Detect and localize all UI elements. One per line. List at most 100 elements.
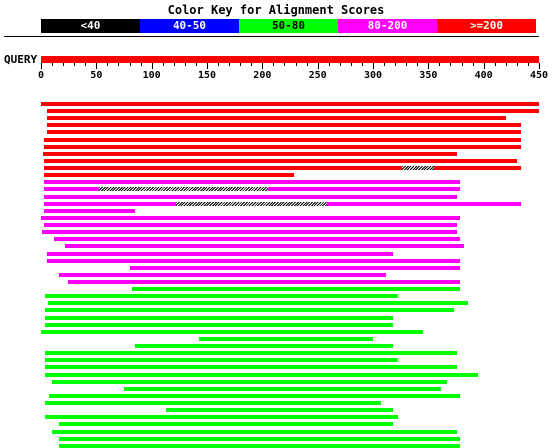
- hit-bar[interactable]: [44, 223, 458, 227]
- minor-tick: [296, 63, 297, 66]
- minor-tick: [462, 63, 463, 66]
- hit-bar[interactable]: [54, 237, 461, 241]
- query-label: QUERY: [4, 53, 38, 66]
- hit-bar[interactable]: [45, 358, 399, 362]
- hit-bar[interactable]: [129, 266, 461, 270]
- hit-bar[interactable]: [199, 337, 373, 341]
- hit-gap: [401, 166, 434, 170]
- minor-tick: [473, 63, 474, 66]
- hit-bar[interactable]: [135, 344, 393, 348]
- tick-label: 400: [474, 70, 493, 81]
- key-cell-4: >=200: [437, 19, 536, 33]
- hit-gap: [98, 187, 268, 191]
- minor-tick: [495, 63, 496, 66]
- hit-bar[interactable]: [46, 109, 539, 113]
- tick-label: 50: [90, 70, 103, 81]
- hit-bar[interactable]: [45, 401, 381, 405]
- minor-tick: [163, 63, 164, 66]
- minor-tick: [351, 63, 352, 66]
- minor-tick: [229, 63, 230, 66]
- hit-bar[interactable]: [41, 330, 423, 334]
- color-key-title: Color Key for Alignment Scores: [167, 3, 385, 17]
- minor-tick: [384, 63, 385, 66]
- major-tick: [373, 63, 374, 69]
- hit-bar[interactable]: [45, 365, 458, 369]
- tick-label: 250: [308, 70, 327, 81]
- hit-bar[interactable]: [43, 152, 458, 156]
- hit-bar[interactable]: [45, 351, 458, 355]
- tick-label: 350: [419, 70, 438, 81]
- major-tick: [428, 63, 429, 69]
- hit-bar[interactable]: [44, 173, 295, 177]
- hit-bar[interactable]: [41, 102, 539, 106]
- hit-bar[interactable]: [45, 308, 454, 312]
- hit-bar[interactable]: [45, 415, 399, 419]
- hit-bar[interactable]: [52, 380, 448, 384]
- minor-tick: [185, 63, 186, 66]
- hit-bar[interactable]: [58, 422, 393, 426]
- hit-bar[interactable]: [48, 394, 461, 398]
- minor-tick: [85, 63, 86, 66]
- tick-label: 450: [529, 70, 549, 81]
- minor-tick: [417, 63, 418, 66]
- minor-tick: [450, 63, 451, 66]
- hit-bar[interactable]: [46, 252, 393, 256]
- tick-label: 300: [363, 70, 383, 81]
- hit-bar[interactable]: [67, 280, 461, 284]
- key-cell-3: 80-200: [338, 19, 437, 33]
- minor-tick: [406, 63, 407, 66]
- major-tick: [152, 63, 153, 69]
- minor-tick: [74, 63, 75, 66]
- minor-tick: [240, 63, 241, 66]
- minor-tick: [362, 63, 363, 66]
- major-tick: [96, 63, 97, 69]
- hit-bar[interactable]: [46, 116, 506, 120]
- hit-bar[interactable]: [46, 259, 461, 263]
- minor-tick: [174, 63, 175, 66]
- hit-bar[interactable]: [46, 123, 522, 127]
- minor-tick: [63, 63, 64, 66]
- hit-bar[interactable]: [46, 130, 522, 134]
- hit-bar[interactable]: [44, 180, 461, 184]
- hit-bar[interactable]: [45, 323, 393, 327]
- hit-bar[interactable]: [44, 209, 136, 213]
- key-cell-0: <40: [41, 19, 140, 33]
- hit-bar[interactable]: [44, 195, 458, 199]
- hit-bar[interactable]: [166, 408, 393, 412]
- major-tick: [539, 63, 540, 69]
- hit-bar[interactable]: [65, 244, 464, 248]
- hit-bar[interactable]: [58, 273, 387, 277]
- hit-bar[interactable]: [42, 230, 458, 234]
- hit-bar[interactable]: [44, 138, 522, 142]
- minor-tick: [107, 63, 108, 66]
- hit-bar[interactable]: [41, 216, 461, 220]
- minor-tick: [141, 63, 142, 66]
- hit-bar[interactable]: [131, 287, 461, 291]
- hit-bar[interactable]: [58, 437, 461, 441]
- hit-bar[interactable]: [58, 444, 461, 448]
- hit-bar[interactable]: [45, 316, 393, 320]
- hit-bar[interactable]: [45, 373, 479, 377]
- major-tick: [484, 63, 485, 69]
- key-cell-2: 50-80: [239, 19, 338, 33]
- hit-bar[interactable]: [45, 294, 399, 298]
- minor-tick: [395, 63, 396, 66]
- hit-bar[interactable]: [124, 387, 441, 391]
- major-tick: [318, 63, 319, 69]
- hit-bar[interactable]: [47, 301, 469, 305]
- major-tick: [262, 63, 263, 69]
- hit-bar[interactable]: [44, 159, 517, 163]
- hit-bar[interactable]: [44, 166, 522, 170]
- major-tick: [41, 63, 42, 69]
- hit-bar[interactable]: [44, 145, 522, 149]
- key-divider: [4, 36, 539, 37]
- tick-label: 0: [37, 70, 45, 81]
- minor-tick: [340, 63, 341, 66]
- minor-tick: [218, 63, 219, 66]
- minor-tick: [506, 63, 507, 66]
- minor-tick: [439, 63, 440, 66]
- minor-tick: [118, 63, 119, 66]
- minor-tick: [196, 63, 197, 66]
- tick-label: 100: [142, 70, 161, 81]
- hit-bar[interactable]: [52, 430, 458, 434]
